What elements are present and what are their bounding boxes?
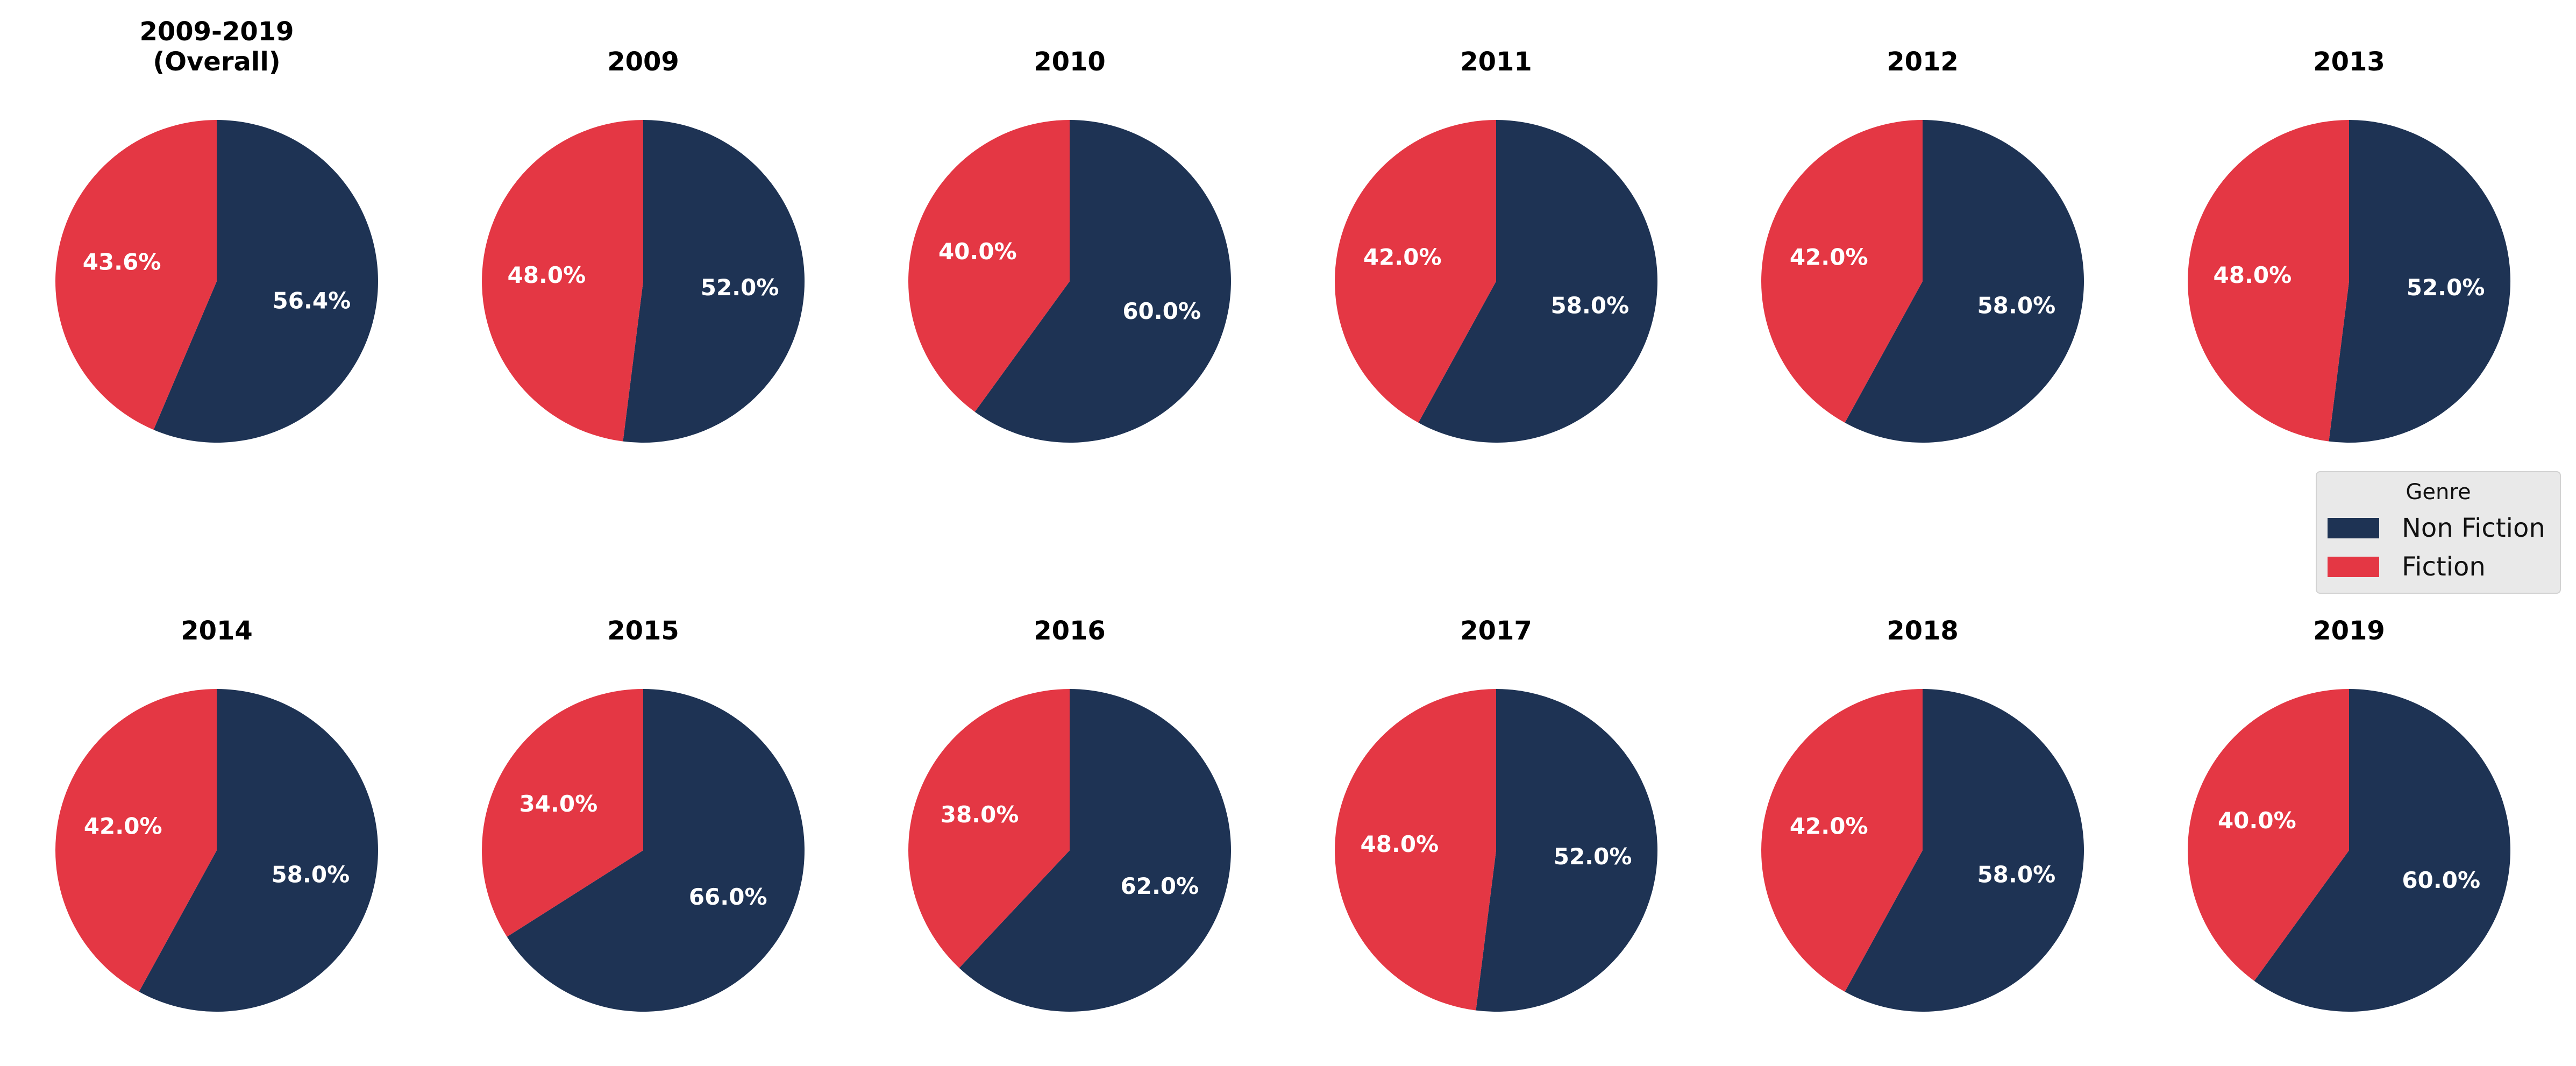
slice-label-non-fiction: 58.0%: [271, 861, 350, 887]
pie-2014: 2014 58.0% 42.0%: [55, 616, 378, 1012]
pie-title: 2013: [2313, 47, 2385, 77]
pie-2009: 2009 52.0% 48.0%: [482, 47, 805, 443]
slice-label-fiction: 48.0%: [508, 262, 586, 288]
slice-label-fiction: 48.0%: [1361, 831, 1439, 857]
slice-label-fiction: 40.0%: [938, 238, 1017, 265]
pie-slice-fiction: [2188, 120, 2349, 442]
slice-label-non-fiction: 52.0%: [1554, 843, 1632, 870]
pie-slice-fiction: [1334, 120, 1496, 423]
pie-2010: 2010 60.0% 40.0%: [908, 47, 1231, 443]
pie-slice-non-fiction: [153, 120, 379, 443]
slice-label-non-fiction: 60.0%: [2402, 867, 2480, 893]
slice-label-fiction: 38.0%: [941, 801, 1019, 828]
pie-slice-non-fiction: [959, 689, 1232, 1012]
pie-2018: 2018 58.0% 42.0%: [1761, 616, 2084, 1012]
pie-slice-non-fiction: [2329, 119, 2511, 443]
pie-title: 2011: [1460, 47, 1532, 77]
slice-label-non-fiction: 66.0%: [689, 884, 767, 910]
legend-entry-fiction: Fiction: [2328, 551, 2486, 583]
slice-label-fiction: 42.0%: [1790, 244, 1868, 271]
pie-slice-non-fiction: [1845, 120, 2084, 443]
slice-label-non-fiction: 58.0%: [1550, 292, 1629, 318]
pie-title: 2016: [1034, 616, 1106, 646]
pie-slice-non-fiction: [1418, 120, 1657, 443]
pie-2011: 2011 58.0% 42.0%: [1334, 47, 1657, 443]
slice-label-non-fiction: 52.0%: [2407, 274, 2485, 301]
slice-label-fiction: 40.0%: [2218, 807, 2296, 834]
slice-label-non-fiction: 60.0%: [1122, 298, 1201, 324]
pie-slice-fiction: [55, 120, 217, 430]
pie-slice-fiction: [1761, 689, 1923, 992]
pie-slice-fiction: [1335, 689, 1496, 1011]
pie-2013: 2013 52.0% 48.0%: [2188, 47, 2511, 443]
slice-label-fiction: 43.6%: [83, 249, 161, 275]
pie-2017: 2017 52.0% 48.0%: [1335, 616, 1658, 1012]
legend: Genre Non Fiction Fiction: [2316, 471, 2561, 594]
slice-label-non-fiction: 58.0%: [1977, 861, 2055, 887]
legend-title: Genre: [2406, 480, 2471, 504]
pie-slice-non-fiction: [2254, 689, 2510, 1012]
slice-label-non-fiction: 62.0%: [1121, 873, 1199, 899]
pie-slice-fiction: [55, 689, 217, 992]
pie-title: 2009: [607, 47, 679, 77]
pie-2012: 2012 58.0% 42.0%: [1761, 47, 2084, 443]
pie-slice-non-fiction: [139, 689, 378, 1012]
slice-label-fiction: 34.0%: [519, 791, 597, 817]
legend-swatch-non-fiction: [2328, 518, 2379, 538]
pie-2019: 2019 60.0% 40.0%: [2187, 616, 2510, 1012]
pie-slice-fiction: [2187, 688, 2349, 981]
pie-title: 2010: [1034, 47, 1106, 77]
slice-label-fiction: 42.0%: [1363, 244, 1442, 271]
slice-label-fiction: 48.0%: [2214, 262, 2292, 288]
pie-title: 2014: [181, 616, 253, 646]
pie-title: 2009-2019 (Overall): [139, 17, 294, 77]
pie-slice-non-fiction: [1476, 689, 1658, 1012]
pie-slice-non-fiction: [507, 689, 805, 1012]
slice-label-fiction: 42.0%: [1790, 813, 1868, 840]
legend-label-non-fiction: Non Fiction: [2402, 513, 2545, 543]
pie-slice-fiction: [908, 689, 1070, 968]
pie-2015: 2015 66.0% 34.0%: [481, 616, 805, 1012]
pie-2016: 2016 62.0% 38.0%: [908, 616, 1232, 1012]
pie-title: 2019: [2313, 616, 2385, 646]
legend-swatch-fiction: [2328, 557, 2379, 577]
legend-entry-non-fiction: Non Fiction: [2328, 512, 2545, 544]
pie-title: 2012: [1887, 47, 1959, 77]
slice-label-fiction: 42.0%: [84, 813, 162, 840]
slice-label-non-fiction: 56.4%: [273, 287, 351, 314]
pie-slice-fiction: [1761, 120, 1923, 423]
pie-slice-non-fiction: [974, 120, 1231, 443]
pie-slice-non-fiction: [623, 119, 805, 443]
slice-label-non-fiction: 58.0%: [1977, 292, 2055, 318]
pie-slice-fiction: [482, 120, 643, 442]
pie-slice-non-fiction: [1845, 689, 2084, 1012]
pie-title: 2017: [1460, 616, 1532, 646]
pie-title: 2018: [1887, 616, 1959, 646]
pie-title: 2015: [607, 616, 679, 646]
pie-slice-fiction: [481, 689, 643, 937]
slice-label-non-fiction: 52.0%: [701, 274, 779, 301]
legend-label-fiction: Fiction: [2402, 552, 2486, 582]
pie-2009-2019: 2009-2019 (Overall) 56.4% 43.6%: [55, 17, 379, 443]
pie-slice-fiction: [908, 120, 1070, 412]
